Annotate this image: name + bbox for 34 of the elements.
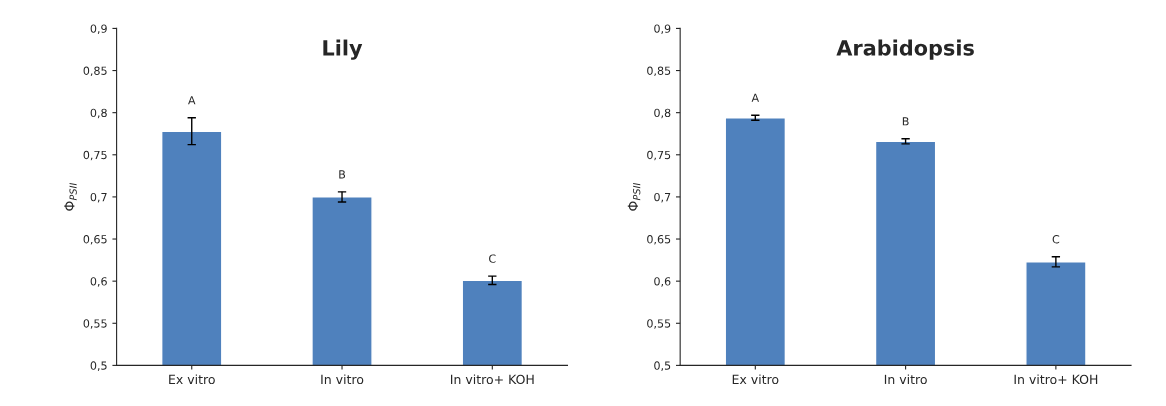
y-tick-label: 0,7 xyxy=(90,192,107,203)
y-tick-label: 0,65 xyxy=(83,235,107,245)
y-tick-label: 0,75 xyxy=(647,150,671,161)
y-tick-label: 0,9 xyxy=(654,24,671,34)
y-tick-label: 0,6 xyxy=(654,277,671,287)
annotation: C xyxy=(1052,235,1060,244)
y-tick-label: 0,85 xyxy=(83,66,107,77)
y-tick-label: 0,7 xyxy=(654,192,671,203)
y-tick-label: 0,75 xyxy=(83,150,107,161)
y-tick-label: 0,5 xyxy=(654,361,671,371)
annotation: C xyxy=(489,254,496,263)
y-tick-label: 0,85 xyxy=(647,66,671,77)
y-axis-title: Φ$_{PSII}$ xyxy=(627,182,641,211)
y-tick-label: 0,8 xyxy=(654,108,671,119)
annotation: A xyxy=(751,93,760,102)
text: Arabidopsis xyxy=(836,39,974,60)
x-tick-label: In vitro xyxy=(884,374,927,385)
y-tick-label: 0,9 xyxy=(90,24,107,34)
x-tick-label: In vitro+ KOH xyxy=(1014,374,1098,385)
x-tick-label: In vitro+ KOH xyxy=(451,374,534,385)
x-tick-label: Ex vitro xyxy=(732,374,779,385)
annotation: B xyxy=(339,170,346,179)
y-tick-label: 0,5 xyxy=(90,361,107,371)
y-tick-label: 0,6 xyxy=(90,277,107,287)
annotation: A xyxy=(188,96,196,105)
y-tick-label: 0,65 xyxy=(647,235,671,245)
y-tick-label: 0,55 xyxy=(647,319,671,329)
x-tick-label: Ex vitro xyxy=(169,374,215,385)
x-tick-label: In vitro xyxy=(321,374,364,385)
annotation: B xyxy=(902,117,909,126)
text: Lily xyxy=(323,39,363,60)
y-tick-label: 0,8 xyxy=(90,108,107,119)
y-axis-title: Φ$_{PSII}$ xyxy=(64,182,77,211)
y-tick-label: 0,55 xyxy=(83,319,107,329)
